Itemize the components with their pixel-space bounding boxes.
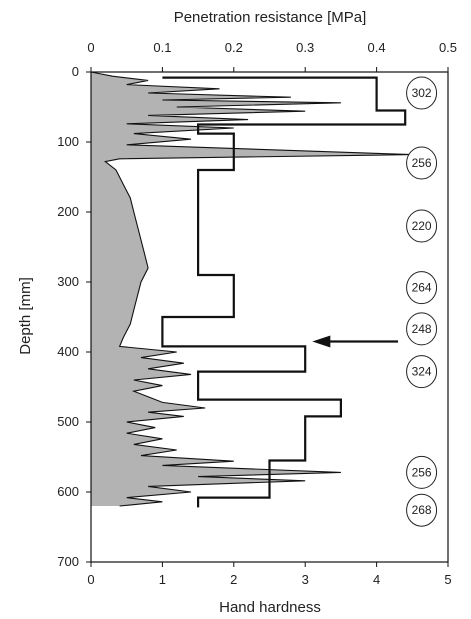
- density-label: 256: [412, 156, 432, 170]
- density-label: 256: [412, 465, 432, 479]
- left-tick-label: 0: [72, 64, 79, 79]
- plot-area: 302 256 220 264 248 324 256 268: [90, 71, 438, 527]
- density-label: 264: [412, 281, 432, 295]
- left-axis: 0 100 200 300 400 500 600 700: [57, 64, 91, 569]
- density-label-circle: [406, 455, 438, 489]
- bottom-axis-title: Hand hardness: [219, 599, 321, 616]
- bottom-tick-label: 4: [373, 572, 380, 587]
- bottom-tick-label: 3: [302, 572, 309, 587]
- density-label: 324: [412, 365, 432, 379]
- density-label-circle: [406, 312, 438, 346]
- bottom-tick-label: 1: [159, 572, 166, 587]
- left-axis-title: Depth [mm]: [17, 277, 34, 355]
- bottom-tick-label: 5: [444, 572, 451, 587]
- left-tick-label: 700: [57, 554, 79, 569]
- left-tick-label: 600: [57, 484, 79, 499]
- density-label-circle: [406, 493, 438, 527]
- left-tick-label: 300: [57, 274, 79, 289]
- top-axis-title: Penetration resistance [MPa]: [174, 9, 367, 26]
- arrow-left-icon: [312, 335, 331, 348]
- density-label: 268: [412, 503, 432, 517]
- left-tick-label: 200: [57, 204, 79, 219]
- top-tick-label: 0.4: [368, 40, 386, 55]
- top-tick-label: 0: [87, 40, 94, 55]
- top-tick-label: 0.5: [439, 40, 457, 55]
- density-label: 220: [412, 219, 432, 233]
- left-tick-label: 500: [57, 414, 79, 429]
- left-tick-label: 400: [57, 344, 79, 359]
- density-label-circle: [406, 209, 438, 243]
- penetration-resistance-area: [91, 72, 413, 506]
- density-label-circle: [406, 355, 438, 389]
- penetration-resistance-line: [90, 71, 413, 507]
- bottom-tick-label: 2: [230, 572, 237, 587]
- top-tick-label: 0.3: [296, 40, 314, 55]
- density-label-circle: [406, 271, 438, 305]
- bottom-axis: 0 1 2 3 4 5: [87, 562, 452, 587]
- top-tick-label: 0.2: [225, 40, 243, 55]
- density-label: 248: [412, 322, 432, 336]
- top-axis: 0 0.1 0.2 0.3 0.4 0.5: [87, 40, 457, 72]
- bottom-tick-label: 0: [87, 572, 94, 587]
- top-tick-label: 0.1: [153, 40, 171, 55]
- density-label-circle: [406, 76, 438, 110]
- plot-frame: [90, 71, 449, 563]
- hand-hardness-line: [161, 76, 407, 508]
- density-label: 302: [412, 86, 432, 100]
- density-label-circle: [406, 146, 438, 180]
- left-tick-label: 100: [57, 134, 79, 149]
